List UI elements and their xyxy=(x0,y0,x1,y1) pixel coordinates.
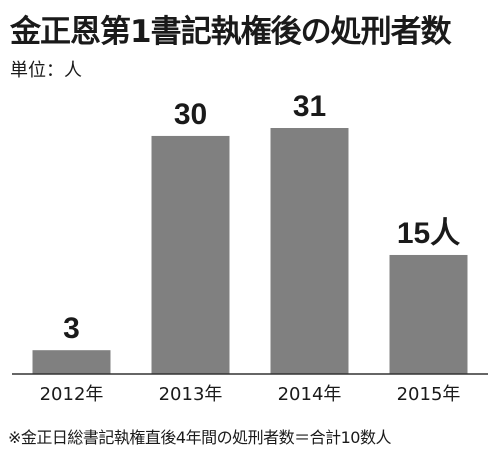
value-labels-group: 3 30 31 15人 xyxy=(63,90,460,345)
value-label: 15人 xyxy=(397,217,460,250)
category-label: 2013年 xyxy=(159,384,223,405)
bar-2015年 xyxy=(389,254,468,374)
footnote: ※金正日総書記執権直後4年間の処刑者数＝合計10数人 xyxy=(8,428,391,447)
category-labels-group: 2012年 2013年 2014年 2015年 xyxy=(40,384,461,405)
category-label: 2015年 xyxy=(397,384,461,405)
bar-2012年 xyxy=(32,350,111,374)
value-label: 30 xyxy=(174,98,207,131)
chart-title: 金正恩第1書記執権後の処刑者数 xyxy=(10,14,452,50)
bar-2013年 xyxy=(151,135,230,374)
unit-label: 単位：人 xyxy=(10,60,82,81)
value-label: 31 xyxy=(293,90,326,123)
bar-2014年 xyxy=(270,128,349,374)
value-label: 3 xyxy=(63,312,80,345)
bars-group xyxy=(32,128,468,374)
category-label: 2014年 xyxy=(278,384,342,405)
category-label: 2012年 xyxy=(40,384,104,405)
